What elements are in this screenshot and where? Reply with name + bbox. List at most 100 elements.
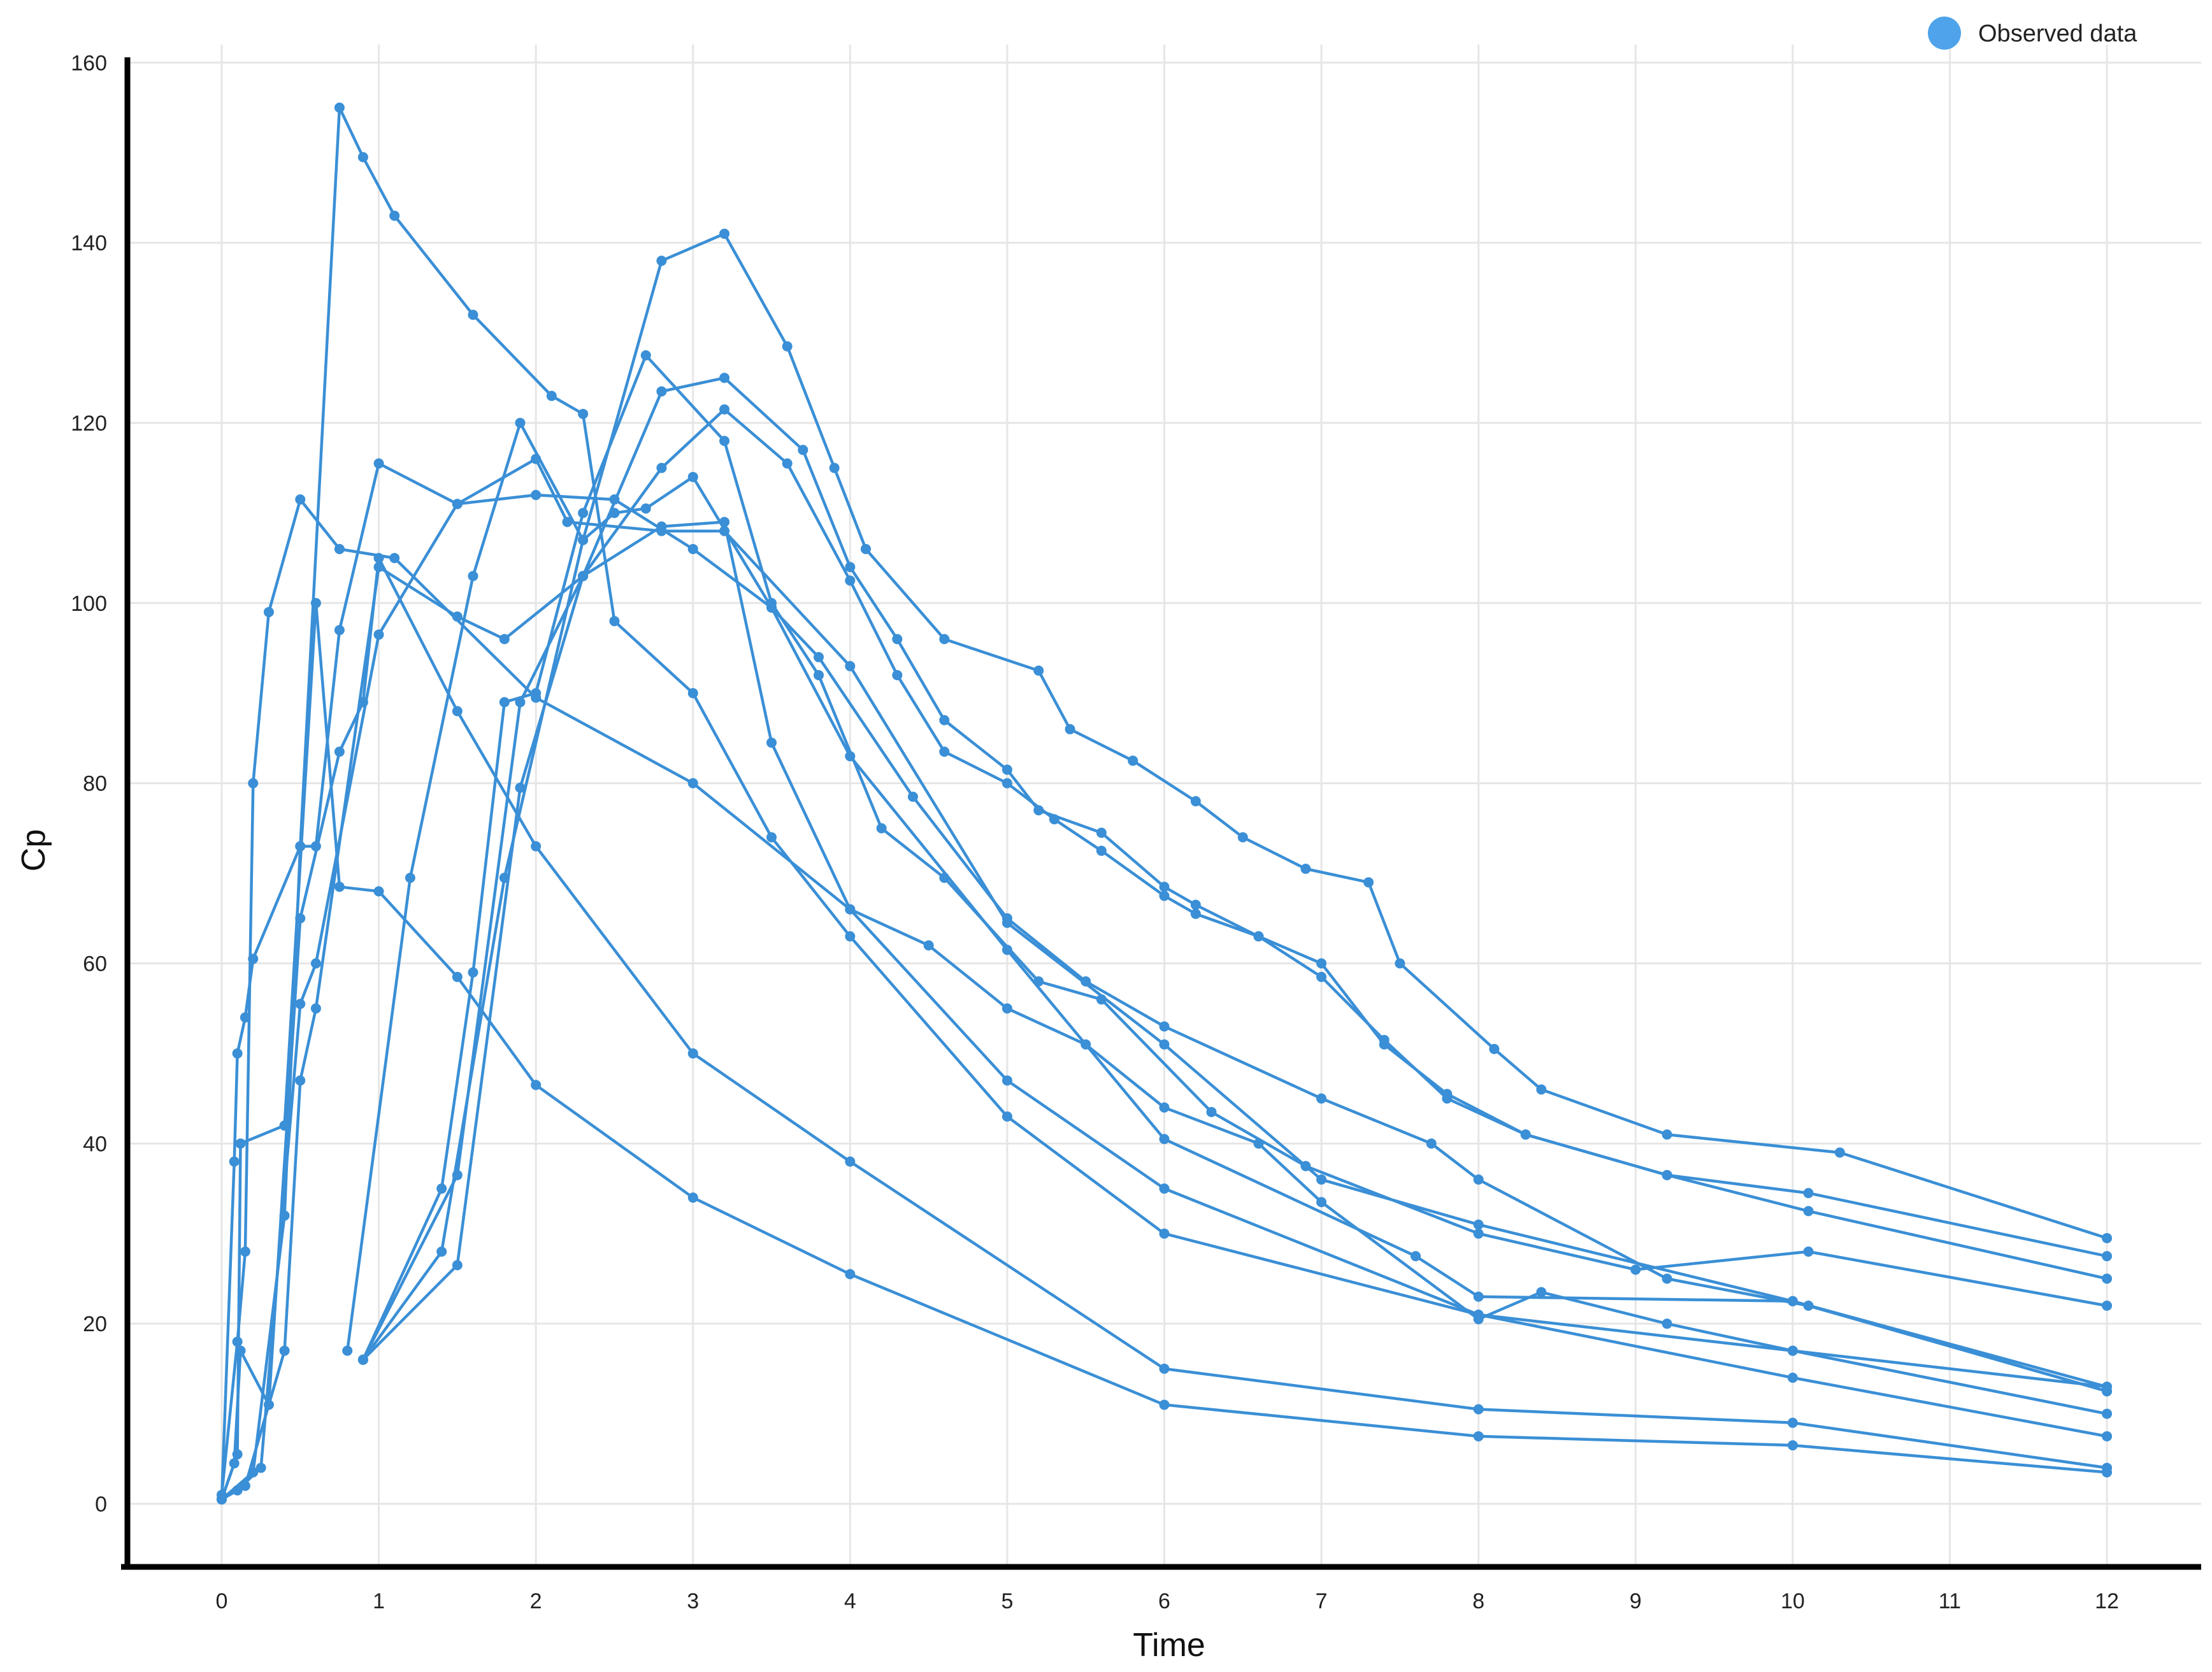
- data-point: [235, 1138, 246, 1149]
- data-point: [531, 688, 542, 699]
- data-point: [1002, 764, 1012, 775]
- data-point: [405, 873, 415, 883]
- data-point: [1630, 1264, 1641, 1275]
- data-point: [295, 494, 306, 505]
- data-point: [656, 521, 667, 532]
- data-point: [798, 445, 808, 455]
- data-point: [373, 458, 384, 469]
- data-point: [310, 597, 321, 608]
- y-tick-label: 80: [83, 772, 107, 796]
- data-point: [1411, 1251, 1421, 1262]
- data-point: [687, 778, 698, 789]
- data-point: [687, 471, 698, 482]
- data-point: [1536, 1287, 1547, 1297]
- data-point: [1002, 945, 1012, 955]
- data-point: [1159, 1228, 1170, 1239]
- data-point: [562, 517, 573, 527]
- data-point: [295, 841, 306, 852]
- data-point: [546, 390, 557, 401]
- data-point: [1473, 1314, 1484, 1325]
- data-point: [1316, 971, 1327, 982]
- data-point: [2102, 1408, 2113, 1419]
- y-tick-label: 100: [71, 592, 107, 616]
- data-point: [814, 669, 824, 680]
- legend-label: Observed data: [1978, 20, 2137, 47]
- data-point: [892, 669, 903, 680]
- series-10: [357, 228, 2113, 1365]
- y-tick-label: 140: [71, 231, 107, 255]
- data-point: [1049, 814, 1059, 825]
- data-point: [1787, 1440, 1798, 1451]
- x-axis-title: Time: [1133, 1627, 1205, 1664]
- data-point: [2102, 1467, 2113, 1478]
- data-point: [1159, 1399, 1170, 1410]
- data-point: [531, 490, 542, 501]
- data-point: [1033, 665, 1044, 676]
- data-point: [1316, 1174, 1327, 1185]
- data-point: [452, 499, 463, 510]
- data-point: [1159, 1039, 1170, 1050]
- data-point: [845, 661, 856, 671]
- x-tick-label: 4: [844, 1589, 856, 1613]
- data-point: [845, 1156, 856, 1167]
- data-point: [436, 1247, 447, 1257]
- data-point: [1206, 1106, 1217, 1117]
- data-point: [1473, 1431, 1484, 1441]
- data-point: [939, 873, 950, 883]
- data-point: [578, 571, 589, 582]
- data-point: [640, 503, 651, 514]
- grid: [127, 45, 2201, 1567]
- data-point: [468, 967, 478, 978]
- data-point: [2102, 1386, 2113, 1397]
- data-point: [719, 373, 730, 383]
- x-tick-label: 7: [1316, 1589, 1328, 1613]
- data-point: [1190, 796, 1201, 806]
- data-point: [829, 462, 840, 473]
- data-point: [389, 553, 400, 564]
- data-point: [1787, 1373, 1798, 1383]
- data-point: [1520, 1129, 1531, 1140]
- data-point: [939, 634, 950, 645]
- data-point: [1300, 863, 1311, 874]
- data-point: [1316, 1197, 1327, 1208]
- data-point: [939, 747, 950, 757]
- data-point: [357, 1354, 368, 1365]
- data-point: [656, 386, 667, 397]
- data-point: [1803, 1206, 1814, 1217]
- data-point: [1395, 958, 1405, 969]
- data-point: [2102, 1300, 2113, 1311]
- y-tick-label: 20: [83, 1312, 107, 1336]
- data-point: [656, 255, 667, 266]
- series-line: [345, 421, 2108, 1393]
- data-point: [687, 543, 698, 554]
- data-point: [232, 1048, 243, 1059]
- data-point: [373, 562, 384, 573]
- series-4: [216, 597, 2113, 1504]
- data-point: [766, 597, 777, 608]
- x-tick-label: 9: [1630, 1589, 1642, 1613]
- data-point: [719, 436, 730, 447]
- data-point: [1426, 1138, 1437, 1149]
- data-point: [1787, 1345, 1798, 1356]
- data-point: [1002, 1003, 1012, 1014]
- data-point: [609, 616, 620, 627]
- data-point: [1190, 908, 1201, 919]
- data-point: [531, 1080, 542, 1090]
- data-point: [499, 634, 510, 645]
- y-tick-label: 40: [83, 1132, 107, 1156]
- data-point: [578, 534, 589, 545]
- data-point: [452, 1260, 463, 1271]
- data-point: [719, 404, 730, 415]
- series-group: [216, 102, 2113, 1504]
- data-point: [1473, 1174, 1484, 1185]
- data-point: [515, 782, 526, 793]
- data-point: [232, 1449, 243, 1460]
- data-point: [1489, 1043, 1500, 1054]
- data-point: [1033, 976, 1044, 987]
- data-point: [1834, 1147, 1845, 1158]
- y-tick-label: 120: [71, 411, 107, 436]
- data-point: [1253, 931, 1264, 942]
- data-point: [1096, 994, 1107, 1005]
